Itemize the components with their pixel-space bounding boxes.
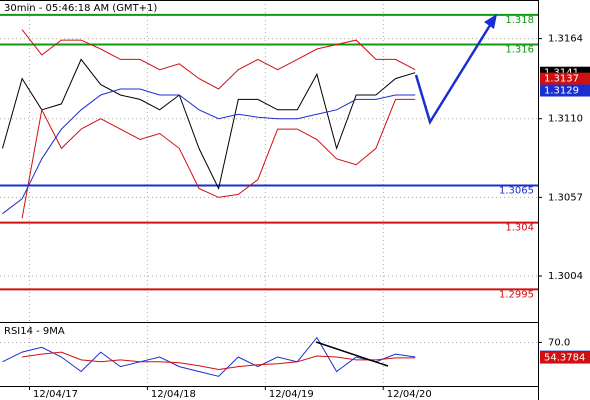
series-line xyxy=(21,29,416,90)
level-label: 1.304 xyxy=(505,223,534,234)
level-label: 1.318 xyxy=(505,15,534,26)
arrow-head xyxy=(484,14,497,29)
main-panel: 1.3164 1.3110 1.3057 1.3004 1.318 1.316 1.3065… xyxy=(0,0,590,322)
price-tag xyxy=(540,84,590,97)
rsi-title: RSI14 - 9MA xyxy=(4,326,65,337)
x-tick-label: 12/04/18 xyxy=(151,389,196,400)
price-tag xyxy=(540,72,590,85)
x-tick-label: 12/04/19 xyxy=(269,389,314,400)
y-tick-label: 1.3004 xyxy=(548,271,583,282)
x-tick-label: 12/04/20 xyxy=(387,389,432,400)
y-tick-label: 1.3057 xyxy=(548,192,583,203)
level-label: 1.316 xyxy=(505,45,534,56)
price-tag-label: 1.3137 xyxy=(544,74,579,85)
y-tick-label: 1.3164 xyxy=(548,34,583,45)
price-tag-label: 54.3784 xyxy=(544,353,585,364)
series-line xyxy=(2,88,416,215)
price-tag-label: 1.3129 xyxy=(544,86,579,97)
series-line xyxy=(21,98,416,219)
y-tick-label: 70.0 xyxy=(548,337,570,348)
rsi-trendline xyxy=(315,341,389,367)
series-line xyxy=(2,58,416,191)
rsi-panel: 70.012/04/1712/04/1812/04/1912/04/2055.3… xyxy=(0,326,590,400)
series-line xyxy=(2,336,416,377)
x-tick-label: 12/04/17 xyxy=(33,389,78,400)
level-label: 1.3065 xyxy=(499,185,534,196)
chart-title: 30min - 05:46:18 AM (GMT+1) xyxy=(4,3,157,14)
y-tick-label: 1.3110 xyxy=(548,114,583,125)
price-tag xyxy=(540,351,590,364)
level-label: 1.2995 xyxy=(499,289,534,300)
forecast-arrow xyxy=(414,21,494,126)
series-line xyxy=(22,351,416,371)
